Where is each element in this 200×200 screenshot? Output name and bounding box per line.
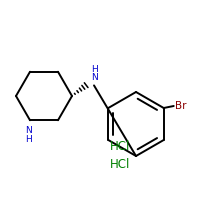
Text: HCl: HCl xyxy=(110,140,130,152)
Text: Br: Br xyxy=(175,101,187,111)
Text: HCl: HCl xyxy=(110,158,130,170)
Text: H
N: H N xyxy=(91,65,98,82)
Text: N
H: N H xyxy=(26,126,32,144)
